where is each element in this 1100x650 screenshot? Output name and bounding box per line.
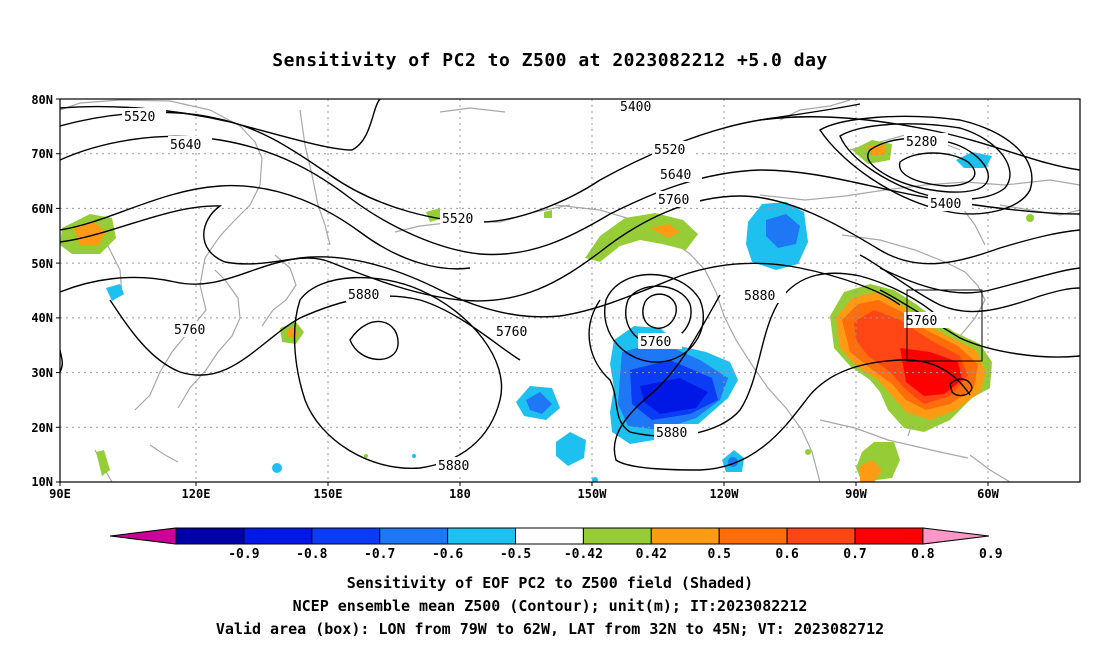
shaded-regions: [60, 140, 1034, 482]
colorbar-tick-label: -0.6: [432, 547, 463, 562]
colorbar-tick-label: 0.9: [979, 547, 1002, 562]
colorbar-tick-label: 0.6: [775, 547, 799, 562]
colorbar-swatch: [515, 527, 584, 545]
contour-label: 5520: [654, 143, 685, 158]
colorbar-tick-label: -0.8: [296, 547, 327, 562]
lat-label-10n: 10N: [31, 475, 53, 489]
lon-label-180: 180: [449, 487, 471, 501]
lon-label-120w: 120W: [710, 487, 740, 501]
lon-label-60w: 60W: [977, 487, 999, 501]
lat-label-80n: 80N: [31, 93, 53, 107]
colorbar-swatch: [175, 527, 245, 545]
colorbar-tick-label: -0.7: [364, 547, 395, 562]
colorbar-swatch: [786, 527, 856, 545]
contour-label: 5880: [744, 289, 775, 304]
colorbar-swatch: [447, 527, 517, 545]
colorbar-tick-label: -0.42: [564, 547, 603, 562]
lat-label-70n: 70N: [31, 147, 53, 161]
map-frame: [59, 98, 1081, 483]
colorbar-min-arrow: [109, 527, 177, 545]
colorbar-max-arrow: [922, 527, 989, 545]
footer-line-2: NCEP ensemble mean Z500 (Contour); unit(…: [292, 597, 808, 615]
colorbar-swatch: [582, 527, 652, 545]
colorbar-tick-label: 0.5: [707, 547, 730, 562]
contour-label: 5400: [930, 197, 961, 212]
colorbar-swatch: [379, 527, 449, 545]
contour-label: 5760: [906, 314, 937, 329]
contour-label: 5280: [906, 135, 937, 150]
contour-label: 5880: [656, 426, 687, 441]
contour-label: 5880: [438, 459, 469, 474]
contour-label: 5760: [496, 325, 527, 340]
lat-label-30n: 30N: [31, 366, 53, 380]
colorbar-tick-label: 0.7: [843, 547, 866, 562]
map-title: Sensitivity of PC2 to Z500 at 2023082212…: [272, 50, 828, 71]
contour-label: 5880: [348, 288, 379, 303]
colorbar-tick-label: 0.8: [911, 547, 935, 562]
contour-label: 5520: [124, 110, 155, 125]
latitude-labels: 80N 70N 60N 50N 40N 30N 20N 10N: [31, 93, 53, 489]
footer-line-3: Valid area (box): LON from 79W to 62W, L…: [215, 620, 885, 638]
colorbar-swatch: [650, 527, 720, 545]
lon-label-120e: 120E: [182, 487, 211, 501]
colorbar-tick-label: -0.9: [228, 547, 259, 562]
colorbar-swatch: [311, 527, 381, 545]
lon-label-150w: 150W: [578, 487, 608, 501]
colorbar-tick-label: 0.42: [636, 547, 667, 562]
lon-label-90w: 90W: [845, 487, 867, 501]
colorbar-swatch: [718, 527, 788, 545]
tick-marks: [56, 98, 989, 486]
contour-label: 5760: [640, 335, 671, 350]
contour-label: 5760: [658, 193, 689, 208]
lon-label-150e: 150E: [314, 487, 343, 501]
colorbar: -0.9 -0.8 -0.7 -0.6 -0.5 -0.42 0.42 0.5 0.6 0.7 0.…: [109, 527, 1003, 562]
contour-label: 5520: [442, 212, 473, 227]
lat-label-40n: 40N: [31, 311, 53, 325]
contour-label: 5640: [170, 138, 201, 153]
valid-area-box: [906, 289, 983, 362]
lat-label-20n: 20N: [31, 421, 53, 435]
lon-label-90e: 90E: [49, 487, 71, 501]
lat-label-60n: 60N: [31, 202, 53, 216]
contour-label: 5400: [620, 100, 651, 115]
contour-label: 5640: [660, 168, 691, 183]
longitude-labels: 90E 120E 150E 180 150W 120W 90W 60W: [49, 487, 999, 501]
colorbar-swatch: [243, 527, 313, 545]
colorbar-swatch: [854, 527, 924, 545]
colorbar-tick-label: -0.5: [500, 547, 531, 562]
lat-label-50n: 50N: [31, 257, 53, 271]
footer-line-1: Sensitivity of EOF PC2 to Z500 field (Sh…: [346, 574, 754, 592]
contour-labels: 5520 5640 5400 5520 5640 5760 5520 5280 …: [122, 99, 972, 474]
contour-label: 5760: [174, 323, 205, 338]
